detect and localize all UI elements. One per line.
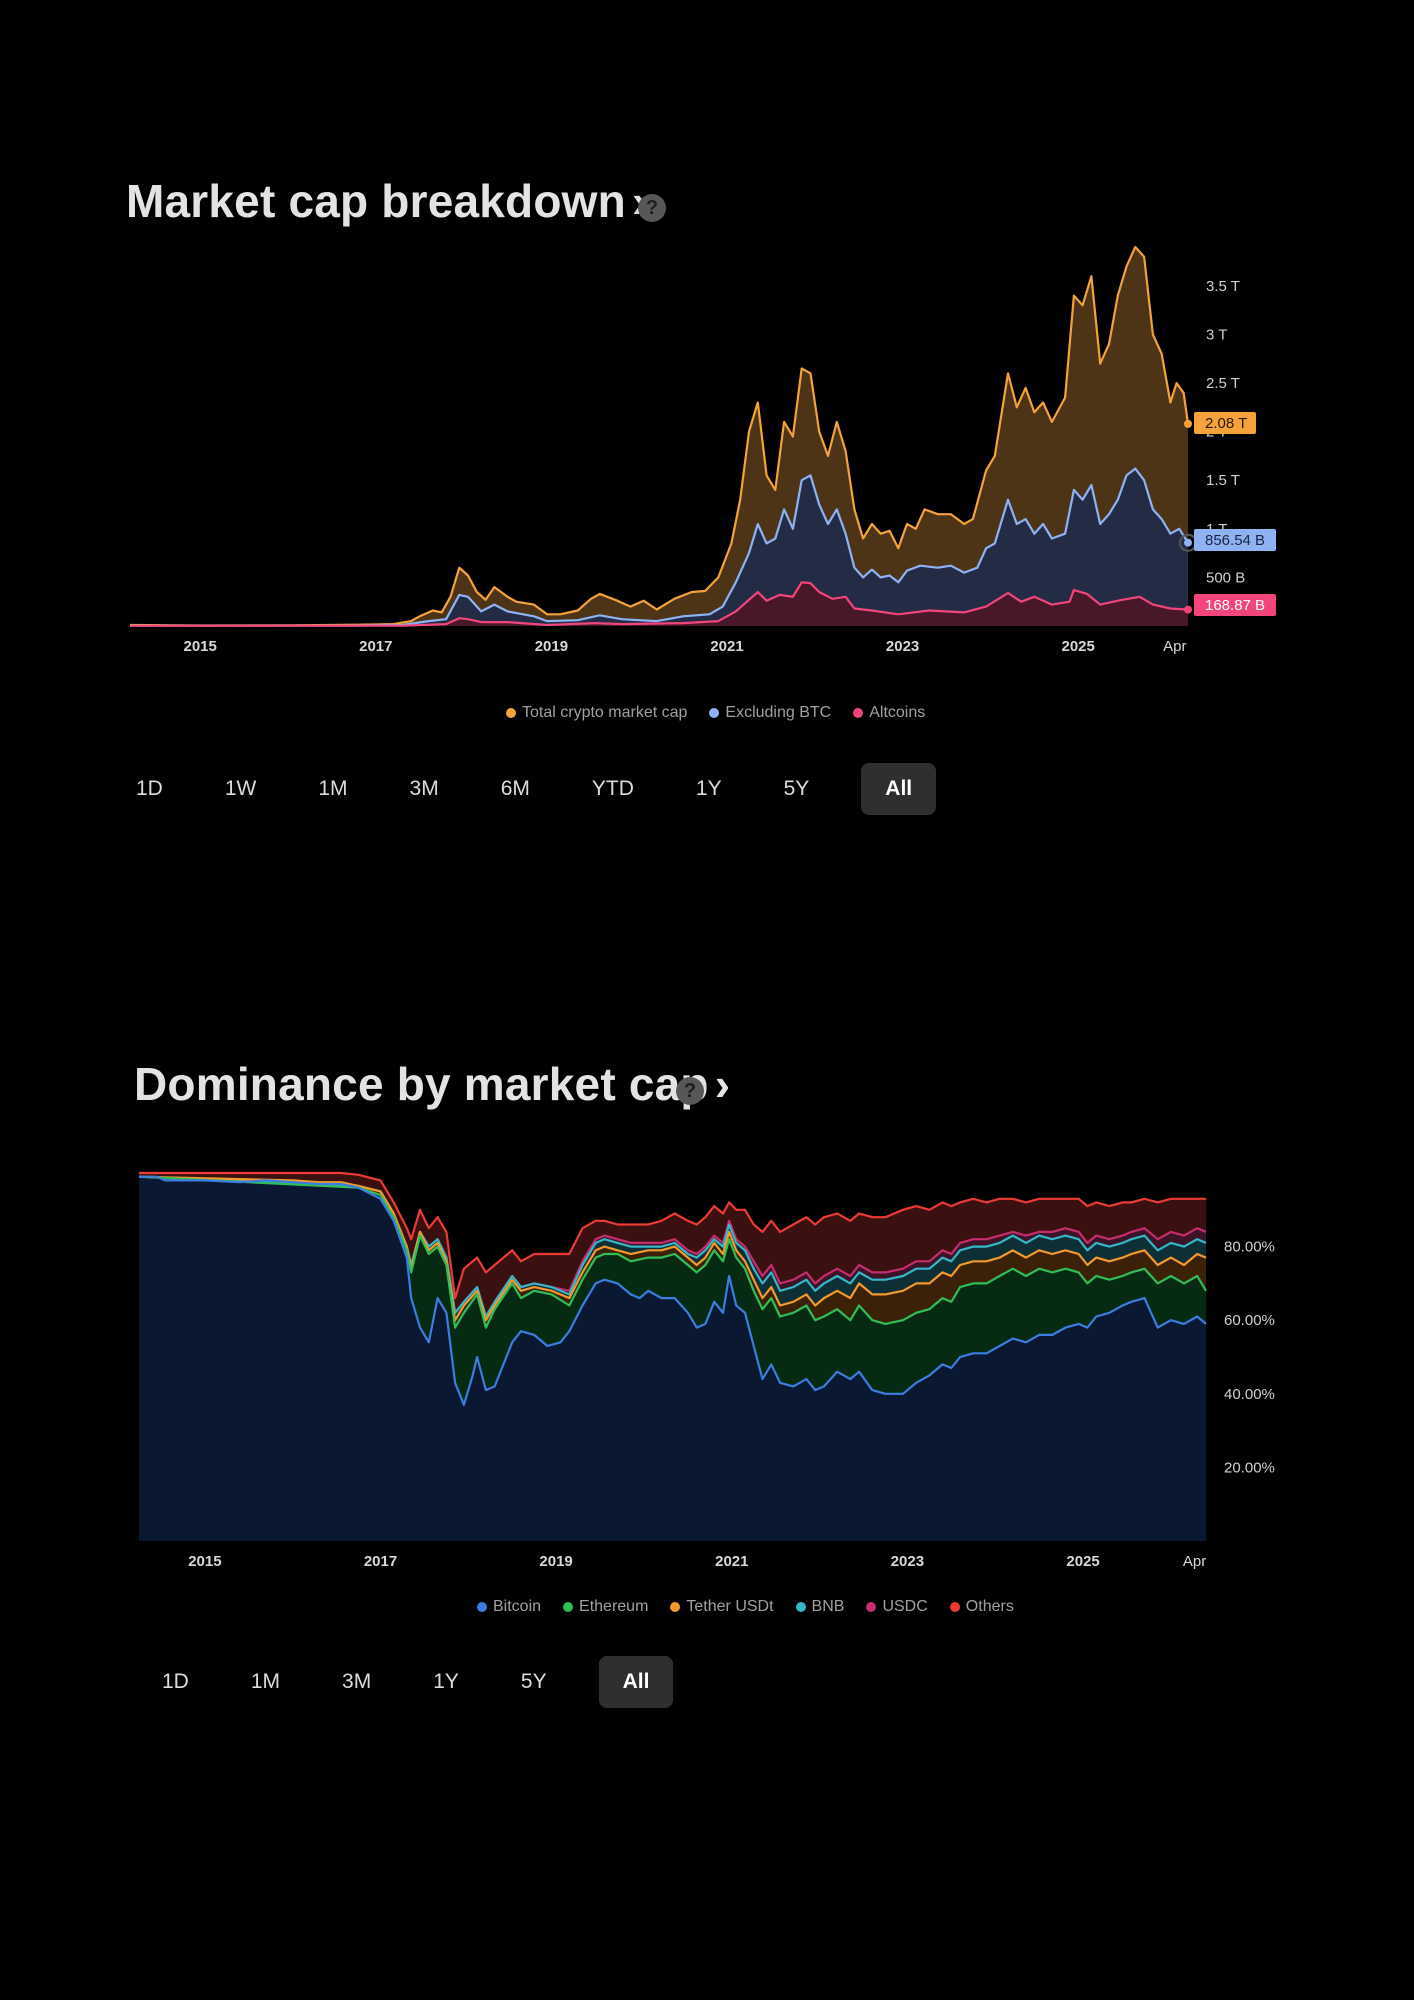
y-tick-label: 80.00% — [1224, 1239, 1275, 1256]
legend-dot-icon — [853, 708, 864, 718]
end-value-label: 2.08 T — [1205, 415, 1247, 432]
line-total-crypto-market-cap — [129, 245, 1190, 627]
y-tick-label: 60.00% — [1224, 1312, 1275, 1329]
y-tick-label: 500 B — [1206, 569, 1245, 586]
legend-item-bitcoin[interactable]: Bitcoin — [477, 1598, 541, 1616]
legend-dot-icon — [949, 1602, 960, 1612]
legend-label: Total crypto market cap — [522, 704, 688, 721]
y-tick-label: 3 T — [1206, 327, 1227, 344]
market-cap-legend: Total crypto market cap Excluding BTC Altc… — [506, 704, 925, 722]
dominance-title[interactable]: Dominance by market cap › — [134, 1057, 730, 1111]
range-ytd-button[interactable]: YTD — [591, 777, 634, 800]
legend-item-others[interactable]: Others — [949, 1598, 1014, 1616]
legend-label: Ethereum — [579, 1598, 649, 1615]
end-marker-dot — [1184, 419, 1192, 428]
y-tick-label: 1.5 T — [1206, 472, 1240, 489]
dominance-legend: Bitcoin Ethereum Tether USDt BNB USDC Others — [477, 1598, 1014, 1616]
market-cap-title-text: Market cap breakdown — [126, 175, 626, 227]
end-value-label: 856.54 B — [1205, 532, 1265, 549]
range-3m-button[interactable]: 3M — [409, 777, 439, 800]
legend-item-total-crypto-market-cap[interactable]: Total crypto market cap — [506, 704, 687, 722]
range-6m-button[interactable]: 6M — [500, 777, 530, 800]
range-all-button[interactable]: All — [598, 1656, 674, 1708]
legend-dot-icon — [506, 708, 516, 718]
help-icon[interactable]: ? — [638, 194, 666, 222]
range-1y-button[interactable]: 1Y — [433, 1670, 459, 1693]
x-tick-label: Apr — [1183, 1553, 1206, 1570]
x-tick-label: 2021 — [710, 638, 743, 655]
legend-dot-icon — [670, 1602, 681, 1612]
chevron-right-icon: › — [714, 1058, 731, 1110]
range-1m-button[interactable]: 1M — [250, 1670, 281, 1693]
legend-dot-icon — [477, 1602, 487, 1612]
legend-dot-icon — [866, 1602, 877, 1612]
band-bitcoin — [139, 1176, 1206, 1541]
range-1d-button[interactable]: 1D — [162, 1670, 189, 1693]
legend-item-usdc[interactable]: USDC — [866, 1598, 928, 1616]
legend-label: Excluding BTC — [725, 704, 832, 721]
range-all-button[interactable]: All — [861, 763, 937, 815]
legend-label: USDC — [882, 1598, 928, 1615]
dominance-chart[interactable]: 20.00% 40.00% 60.00% 80.00% 2015 2017 2019 2021… — [0, 1000, 1414, 1600]
line-ethereum — [138, 1175, 1207, 1329]
end-value-label: 168.87 B — [1205, 597, 1265, 614]
legend-dot-icon — [563, 1602, 574, 1612]
legend-dot-icon — [795, 1602, 806, 1612]
line-bitcoin — [139, 1175, 1207, 1406]
end-value-badge — [1194, 529, 1276, 551]
x-tick-label: 2019 — [535, 638, 568, 655]
end-marker-dot — [1184, 605, 1192, 614]
dominance-title-text: Dominance by market cap — [134, 1058, 709, 1110]
y-tick-label: 2.5 T — [1206, 375, 1240, 392]
line-altcoins — [129, 581, 1189, 627]
x-tick-label: Apr — [1163, 638, 1186, 655]
legend-item-ethereum[interactable]: Ethereum — [563, 1598, 648, 1616]
end-value-badge — [1194, 594, 1276, 616]
x-tick-label: 2025 — [1066, 1553, 1099, 1570]
x-tick-label: 2015 — [184, 638, 217, 655]
legend-dot-icon — [709, 708, 720, 718]
legend-label: BNB — [811, 1598, 845, 1615]
legend-item-excluding-btc[interactable]: Excluding BTC — [709, 704, 831, 722]
market-cap-range-selector: 1D 1W 1M 3M 6M YTD 1Y 5Y All — [126, 763, 937, 815]
x-tick-label: 2025 — [1062, 638, 1095, 655]
market-cap-section: Market cap breakdown› ? 500 B1 T1.5 T2 T… — [0, 0, 1414, 900]
legend-item-bnb[interactable]: BNB — [795, 1598, 845, 1616]
help-icon[interactable]: ? — [676, 1077, 704, 1105]
x-tick-label: 2015 — [188, 1553, 221, 1570]
range-1d-button[interactable]: 1D — [136, 777, 163, 800]
legend-label: Altcoins — [869, 704, 926, 721]
x-tick-label: 2017 — [364, 1553, 397, 1570]
line-others — [139, 1171, 1206, 1300]
dominance-range-selector: 1D 1M 3M 1Y 5Y All — [152, 1656, 674, 1708]
area-altcoins — [130, 582, 1188, 626]
y-tick-label: 20.00% — [1224, 1459, 1275, 1476]
market-cap-chart[interactable]: 500 B1 T1.5 T2 T2.5 T3 T3.5 T20152017201… — [0, 0, 1414, 700]
range-1y-button[interactable]: 1Y — [695, 777, 722, 800]
legend-item-altcoins[interactable]: Altcoins — [853, 704, 925, 722]
dominance-section: Dominance by market cap › ? 20.00% 40.00% 6… — [0, 1000, 1414, 2000]
area-total-crypto-market-cap — [130, 247, 1188, 626]
legend-item-tether-usdt[interactable]: Tether USDt — [670, 1598, 774, 1616]
line-excluding-btc — [129, 467, 1189, 627]
end-value-badge — [1194, 412, 1256, 434]
range-5y-button[interactable]: 5Y — [783, 777, 810, 800]
x-tick-label: 2023 — [886, 638, 919, 655]
x-tick-label: 2021 — [715, 1553, 748, 1570]
end-marker-dot — [1184, 538, 1192, 547]
area-excluding-btc — [130, 468, 1188, 626]
range-3m-button[interactable]: 3M — [342, 1670, 372, 1693]
legend-label: Bitcoin — [493, 1598, 542, 1615]
x-tick-label: 2023 — [891, 1553, 924, 1570]
legend-label: Tether USDt — [686, 1598, 774, 1615]
legend-label: Others — [965, 1598, 1014, 1615]
x-tick-label: 2017 — [359, 638, 392, 655]
y-tick-label: 40.00% — [1224, 1386, 1275, 1403]
x-tick-label: 2019 — [539, 1553, 572, 1570]
range-5y-button[interactable]: 5Y — [520, 1670, 547, 1693]
range-1m-button[interactable]: 1M — [318, 777, 348, 800]
range-1w-button[interactable]: 1W — [224, 777, 257, 800]
y-tick-label: 3.5 T — [1206, 278, 1240, 295]
